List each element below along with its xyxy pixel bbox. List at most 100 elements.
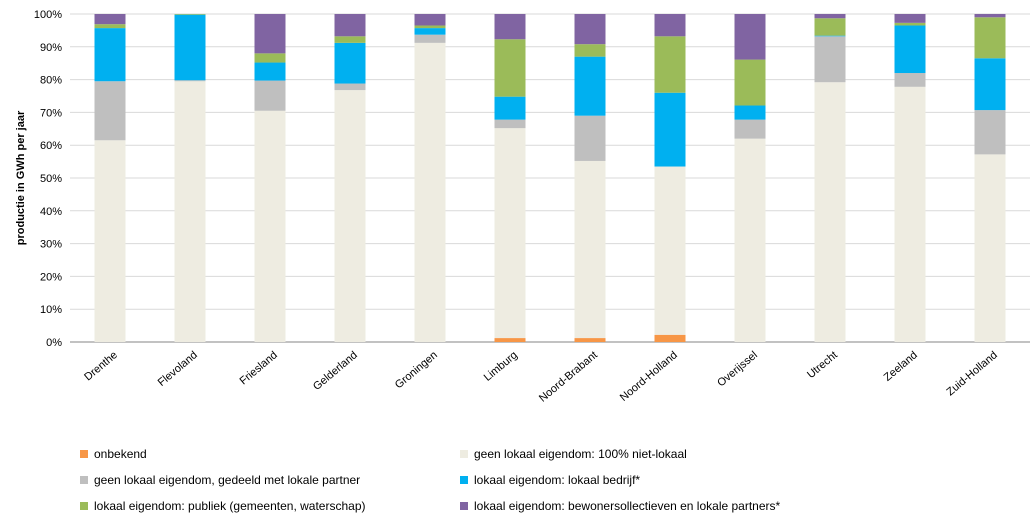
y-tick-label: 80% bbox=[40, 75, 62, 87]
bar-segment bbox=[814, 82, 846, 342]
bar-segment bbox=[574, 160, 606, 339]
y-tick-label: 10% bbox=[40, 304, 62, 316]
legend-label: geen lokaal eigendom: 100% niet-lokaal bbox=[474, 447, 687, 461]
bar-segment bbox=[334, 83, 366, 91]
legend-item: onbekend bbox=[80, 447, 147, 461]
bar-segment bbox=[494, 119, 526, 129]
bar-segment bbox=[734, 59, 766, 106]
bar-segment bbox=[574, 338, 606, 342]
bar-segment bbox=[334, 14, 366, 37]
y-tick-label: 0% bbox=[46, 337, 62, 349]
x-tick-label: Noord-Brabant bbox=[537, 349, 600, 405]
bar-segment bbox=[974, 154, 1006, 342]
bar-segment bbox=[414, 42, 446, 342]
x-tick-label: Flevoland bbox=[156, 349, 200, 389]
bar-segment bbox=[734, 119, 766, 139]
y-tick-label: 50% bbox=[40, 173, 62, 185]
bar-segment bbox=[174, 14, 206, 81]
x-tick-label: Drenthe bbox=[82, 349, 120, 383]
x-tick-label: Groningen bbox=[393, 349, 440, 391]
bar-segment bbox=[814, 14, 846, 19]
bar-segment bbox=[974, 58, 1006, 111]
bars bbox=[94, 14, 1006, 343]
x-tick-label: Zuid-Holland bbox=[944, 349, 999, 398]
bar-segment bbox=[654, 36, 686, 93]
legend-item: geen lokaal eigendom: 100% niet-lokaal bbox=[460, 447, 687, 461]
bar-segment bbox=[814, 36, 846, 83]
y-tick-label: 20% bbox=[40, 271, 62, 283]
bar-segment bbox=[334, 42, 366, 84]
legend-item: lokaal eigendom: publiek (gemeenten, wat… bbox=[80, 499, 366, 513]
legend-swatch bbox=[460, 476, 468, 484]
bar-segment bbox=[334, 36, 366, 43]
bar-segment bbox=[94, 28, 126, 82]
bar-segment bbox=[174, 81, 206, 343]
bar-segment bbox=[414, 14, 446, 26]
bar-segment bbox=[974, 17, 1006, 59]
x-tick-label: Limburg bbox=[482, 349, 520, 384]
bar-segment bbox=[734, 105, 766, 120]
legend-swatch bbox=[80, 476, 88, 484]
y-tick-label: 30% bbox=[40, 239, 62, 251]
y-tick-label: 70% bbox=[40, 107, 62, 119]
bar-segment bbox=[894, 73, 926, 87]
bar-segment bbox=[814, 35, 846, 37]
bar-segment bbox=[494, 338, 526, 342]
legend-label: lokaal eigendom: bewonersollectieven en … bbox=[474, 499, 781, 513]
bar-segment bbox=[254, 53, 286, 63]
bar-segment bbox=[414, 28, 446, 35]
bar-segment bbox=[734, 138, 766, 342]
legend-swatch bbox=[80, 450, 88, 458]
bar-segment bbox=[94, 24, 126, 29]
x-axis-ticks: Drenthe Flevoland Friesland Gelderland Groni… bbox=[82, 349, 1000, 405]
legend-item: lokaal eigendom: bewonersollectieven en … bbox=[460, 499, 780, 513]
x-tick-label: Noord-Holland bbox=[618, 349, 680, 404]
legend-swatch bbox=[80, 502, 88, 510]
x-tick-label: Overijssel bbox=[715, 349, 760, 389]
y-tick-label: 60% bbox=[40, 140, 62, 152]
bar-segment bbox=[974, 14, 1006, 18]
bar-segment bbox=[654, 14, 686, 37]
bar-segment bbox=[894, 14, 926, 23]
y-tick-label: 40% bbox=[40, 206, 62, 218]
legend-swatch bbox=[460, 502, 468, 510]
bar-segment bbox=[894, 86, 926, 342]
bar-segment bbox=[414, 34, 446, 43]
bar-segment bbox=[654, 92, 686, 167]
bar-segment bbox=[654, 166, 686, 335]
bar-segment bbox=[254, 14, 286, 54]
bar-segment bbox=[734, 14, 766, 60]
x-tick-label: Zeeland bbox=[882, 349, 920, 384]
x-tick-label: Utrecht bbox=[805, 349, 840, 381]
legend-item: geen lokaal eigendom, gedeeld met lokale… bbox=[80, 473, 360, 487]
bar-segment bbox=[494, 128, 526, 339]
bar-segment bbox=[574, 14, 606, 45]
bar-segment bbox=[174, 14, 206, 15]
bar-segment bbox=[254, 80, 286, 111]
gridlines bbox=[70, 13, 1030, 343]
bar-segment bbox=[894, 22, 926, 26]
bar-segment bbox=[254, 110, 286, 342]
legend-label: lokaal eigendom: publiek (gemeenten, wat… bbox=[94, 499, 366, 513]
bar-segment bbox=[494, 14, 526, 40]
bar-segment bbox=[654, 334, 686, 342]
bar-segment bbox=[574, 115, 606, 161]
y-tick-label: 100% bbox=[34, 9, 62, 21]
bar-segment bbox=[494, 96, 526, 120]
stacked-bar-chart: 0% 10% 20% 30% 40% 50% 60% 70% 80% 90% 100% Drenth… bbox=[15, 9, 1030, 405]
legend-swatch bbox=[460, 450, 468, 458]
legend-item: lokaal eigendom: lokaal bedrijf* bbox=[460, 473, 640, 487]
y-axis-ticks: 0% 10% 20% 30% 40% 50% 60% 70% 80% 90% 100% bbox=[34, 9, 62, 349]
bar-segment bbox=[494, 39, 526, 97]
x-tick-label: Friesland bbox=[238, 349, 280, 387]
bar-segment bbox=[894, 25, 926, 74]
bar-segment bbox=[814, 18, 846, 36]
bar-segment bbox=[94, 14, 126, 25]
x-tick-label: Gelderland bbox=[311, 349, 360, 393]
bar-segment bbox=[94, 81, 126, 141]
bar-segment bbox=[254, 62, 286, 81]
bar-segment bbox=[414, 25, 446, 29]
bar-segment bbox=[574, 44, 606, 57]
bar-segment bbox=[334, 90, 366, 342]
legend-label: lokaal eigendom: lokaal bedrijf* bbox=[474, 473, 641, 487]
